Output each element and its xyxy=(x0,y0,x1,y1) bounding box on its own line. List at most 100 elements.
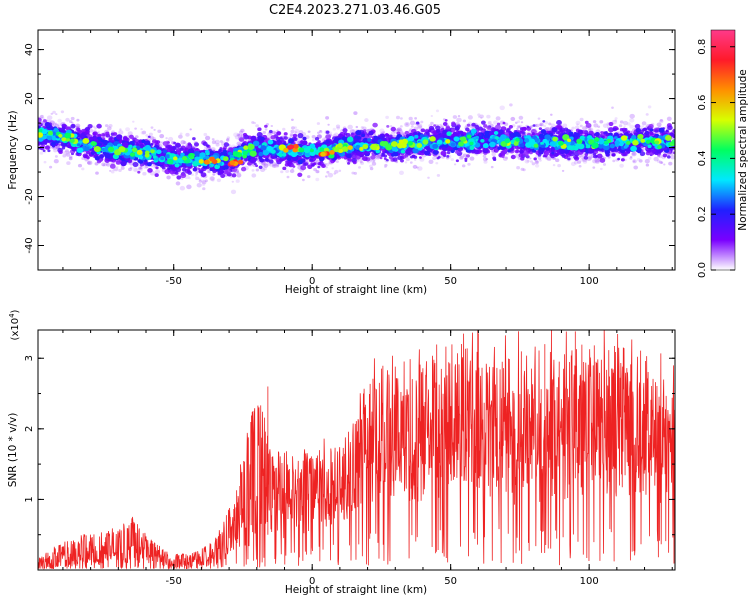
spectrogram-cell xyxy=(446,151,451,155)
spectrogram-cell xyxy=(535,159,539,163)
spectrogram-cell xyxy=(166,175,171,180)
spectrogram-cell xyxy=(433,124,437,127)
spectrogram-cell xyxy=(264,124,268,128)
spectrogram-cell xyxy=(204,179,208,183)
spectrogram-cell xyxy=(304,162,309,166)
spectrogram-cell xyxy=(290,129,295,134)
spectrogram-cell xyxy=(297,172,303,178)
spectrogram-cell xyxy=(186,184,192,190)
spectrogram-cell xyxy=(467,162,471,166)
spectrogram-cell xyxy=(237,133,243,138)
spectrogram-cell xyxy=(316,170,320,174)
spectrogram-cell xyxy=(50,121,56,126)
spectrogram-cell xyxy=(94,162,99,166)
spectrogram-cell xyxy=(545,126,550,131)
spectrogram-cell xyxy=(297,133,304,139)
spectrogram-cell xyxy=(486,126,491,130)
spectrogram-cell xyxy=(87,161,91,165)
spectrogram-cell xyxy=(656,159,661,163)
spectrogram-cell xyxy=(475,153,479,157)
spectrogram-cell xyxy=(658,125,661,128)
spectrogram-cell xyxy=(548,122,552,126)
spectrogram-cell xyxy=(195,176,200,181)
spectrogram-cell xyxy=(236,133,240,137)
spectrogram-cell xyxy=(101,162,106,167)
spectrogram-cell xyxy=(198,179,202,183)
spectrogram-cell xyxy=(369,167,374,171)
spectrogram-cell xyxy=(215,143,220,147)
spectrogram-cell xyxy=(82,153,88,158)
spectrogram-cell xyxy=(582,126,587,131)
spectrogram-cell xyxy=(396,128,400,132)
spectrogram-cell xyxy=(599,157,606,163)
spectrogram-cell xyxy=(492,156,497,160)
spectrogram-cell xyxy=(95,171,99,175)
spectrogram-cell xyxy=(105,163,109,166)
spectrogram-cell xyxy=(104,124,109,128)
spectrogram-cell xyxy=(272,162,277,167)
spectrogram-cell xyxy=(147,135,151,139)
spectrogram-cell xyxy=(435,109,440,113)
spectrogram-cell xyxy=(459,155,464,159)
spectrogram-cell xyxy=(297,140,300,143)
spectrogram-cell xyxy=(482,157,488,162)
spectrogram-cell xyxy=(364,118,369,123)
spectrogram-cell xyxy=(456,117,462,123)
spectrogram-cell xyxy=(477,113,481,117)
spectrogram-cell xyxy=(54,155,58,158)
spectrogram-cell xyxy=(508,125,513,129)
spectrogram-cell xyxy=(347,124,353,130)
spectrogram-cell xyxy=(573,160,579,165)
spectrogram-cell xyxy=(435,161,439,165)
spectrogram-cell xyxy=(132,161,139,167)
spectrogram-cell xyxy=(629,118,635,123)
spectrogram-cell xyxy=(211,138,215,141)
spectrogram-cell xyxy=(537,117,541,120)
spectrogram-cell xyxy=(579,117,584,122)
spectrogram-cell xyxy=(52,110,56,114)
spectrogram-cell xyxy=(314,136,320,141)
spectrogram-cell xyxy=(185,132,190,137)
spectrogram-cell xyxy=(556,120,562,126)
spectrogram-cell xyxy=(440,150,447,156)
spectrogram-cell xyxy=(335,160,339,163)
spectrogram-cell xyxy=(502,121,506,125)
spectrogram-cell xyxy=(69,155,73,159)
spectrogram-cell xyxy=(385,115,389,119)
spectrogram-cell xyxy=(38,117,42,123)
spectrogram-cell xyxy=(194,174,198,177)
spectrogram-cell xyxy=(641,121,647,126)
spectrogram-cell xyxy=(68,157,73,161)
spectrogram-cell xyxy=(362,126,367,131)
spectrogram-heatmap xyxy=(38,103,675,195)
spectrogram-cell xyxy=(352,129,356,132)
spectrogram-cell xyxy=(313,167,318,172)
spectrogram-cell xyxy=(71,121,74,124)
spectrogram-cell xyxy=(353,111,358,115)
spectrogram-cell xyxy=(238,130,244,135)
spectrogram-cell xyxy=(65,149,69,153)
spectrogram-cell xyxy=(635,127,641,133)
spectrogram-cell xyxy=(251,169,255,172)
spectrogram-cell xyxy=(397,155,403,161)
spectrogram-cell xyxy=(187,142,192,146)
spectrogram-cell xyxy=(176,175,182,180)
spectrogram-cell xyxy=(450,158,454,162)
spectrogram-cell xyxy=(65,152,71,157)
spectrogram-cell xyxy=(576,123,579,126)
spectrogram-cell xyxy=(287,162,294,168)
spectrogram-cell xyxy=(522,131,526,135)
spectrogram-cell xyxy=(291,126,295,130)
spectrogram-cell xyxy=(596,158,601,163)
spectrogram-cell xyxy=(311,163,315,167)
spectrogram-cell xyxy=(375,154,381,160)
spectrogram-cell xyxy=(493,120,498,125)
spectrogram-cell xyxy=(202,187,206,191)
spectrogram-cell xyxy=(662,153,668,158)
spectrogram-cell xyxy=(148,132,153,137)
spectrogram-cell xyxy=(386,125,390,128)
spectrogram-cell xyxy=(38,121,42,126)
spectrogram-cell xyxy=(629,124,634,129)
